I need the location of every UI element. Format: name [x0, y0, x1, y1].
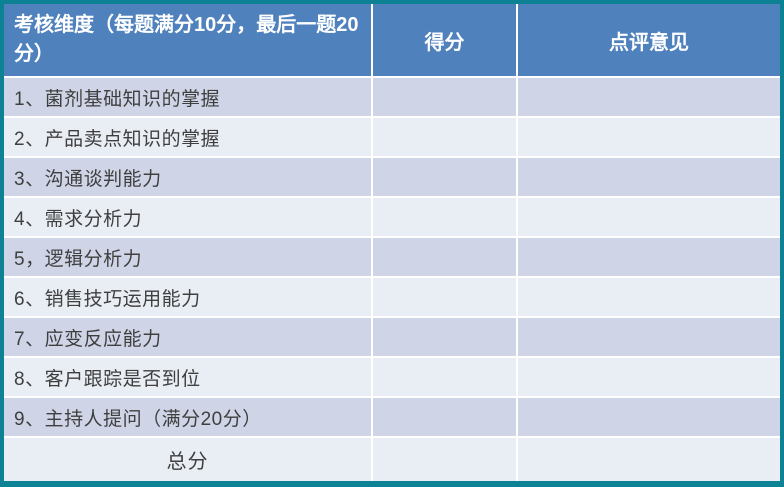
score-cell[interactable]: [373, 358, 518, 398]
total-label-cell: 总分: [4, 438, 373, 481]
score-cell[interactable]: [373, 158, 518, 198]
comment-cell[interactable]: [518, 78, 780, 118]
comment-cell[interactable]: [518, 158, 780, 198]
total-comment-cell[interactable]: [518, 438, 780, 481]
dimension-cell: 1、菌剂基础知识的掌握: [4, 78, 373, 118]
dimension-cell: 7、应变反应能力: [4, 318, 373, 358]
score-cell[interactable]: [373, 78, 518, 118]
header-dimension: 考核维度（每题满分10分，最后一题20分）: [4, 4, 373, 78]
dimension-cell: 5，逻辑分析力: [4, 238, 373, 278]
score-cell[interactable]: [373, 278, 518, 318]
dimension-cell: 4、需求分析力: [4, 198, 373, 238]
total-row: 总分: [4, 438, 780, 481]
table-row: 8、客户跟踪是否到位: [4, 358, 780, 398]
score-cell[interactable]: [373, 238, 518, 278]
comment-cell[interactable]: [518, 278, 780, 318]
comment-cell[interactable]: [518, 398, 780, 438]
dimension-cell: 3、沟通谈判能力: [4, 158, 373, 198]
table-row: 1、菌剂基础知识的掌握: [4, 78, 780, 118]
comment-cell[interactable]: [518, 238, 780, 278]
comment-cell[interactable]: [518, 318, 780, 358]
table-row: 9、主持人提问（满分20分）: [4, 398, 780, 438]
table-row: 5，逻辑分析力: [4, 238, 780, 278]
dimension-cell: 2、产品卖点知识的掌握: [4, 118, 373, 158]
table-row: 7、应变反应能力: [4, 318, 780, 358]
total-score-cell[interactable]: [373, 438, 518, 481]
score-cell[interactable]: [373, 118, 518, 158]
table-header-row: 考核维度（每题满分10分，最后一题20分） 得分 点评意见: [4, 4, 780, 78]
comment-cell[interactable]: [518, 198, 780, 238]
score-cell[interactable]: [373, 398, 518, 438]
dimension-cell: 9、主持人提问（满分20分）: [4, 398, 373, 438]
table-row: 2、产品卖点知识的掌握: [4, 118, 780, 158]
assessment-table: 考核维度（每题满分10分，最后一题20分） 得分 点评意见 1、菌剂基础知识的掌…: [4, 4, 780, 481]
score-cell[interactable]: [373, 198, 518, 238]
comment-cell[interactable]: [518, 118, 780, 158]
score-cell[interactable]: [373, 318, 518, 358]
dimension-cell: 6、销售技巧运用能力: [4, 278, 373, 318]
table-row: 6、销售技巧运用能力: [4, 278, 780, 318]
header-score: 得分: [373, 4, 518, 78]
table-row: 4、需求分析力: [4, 198, 780, 238]
comment-cell[interactable]: [518, 358, 780, 398]
table-row: 3、沟通谈判能力: [4, 158, 780, 198]
header-comment: 点评意见: [518, 4, 780, 78]
dimension-cell: 8、客户跟踪是否到位: [4, 358, 373, 398]
